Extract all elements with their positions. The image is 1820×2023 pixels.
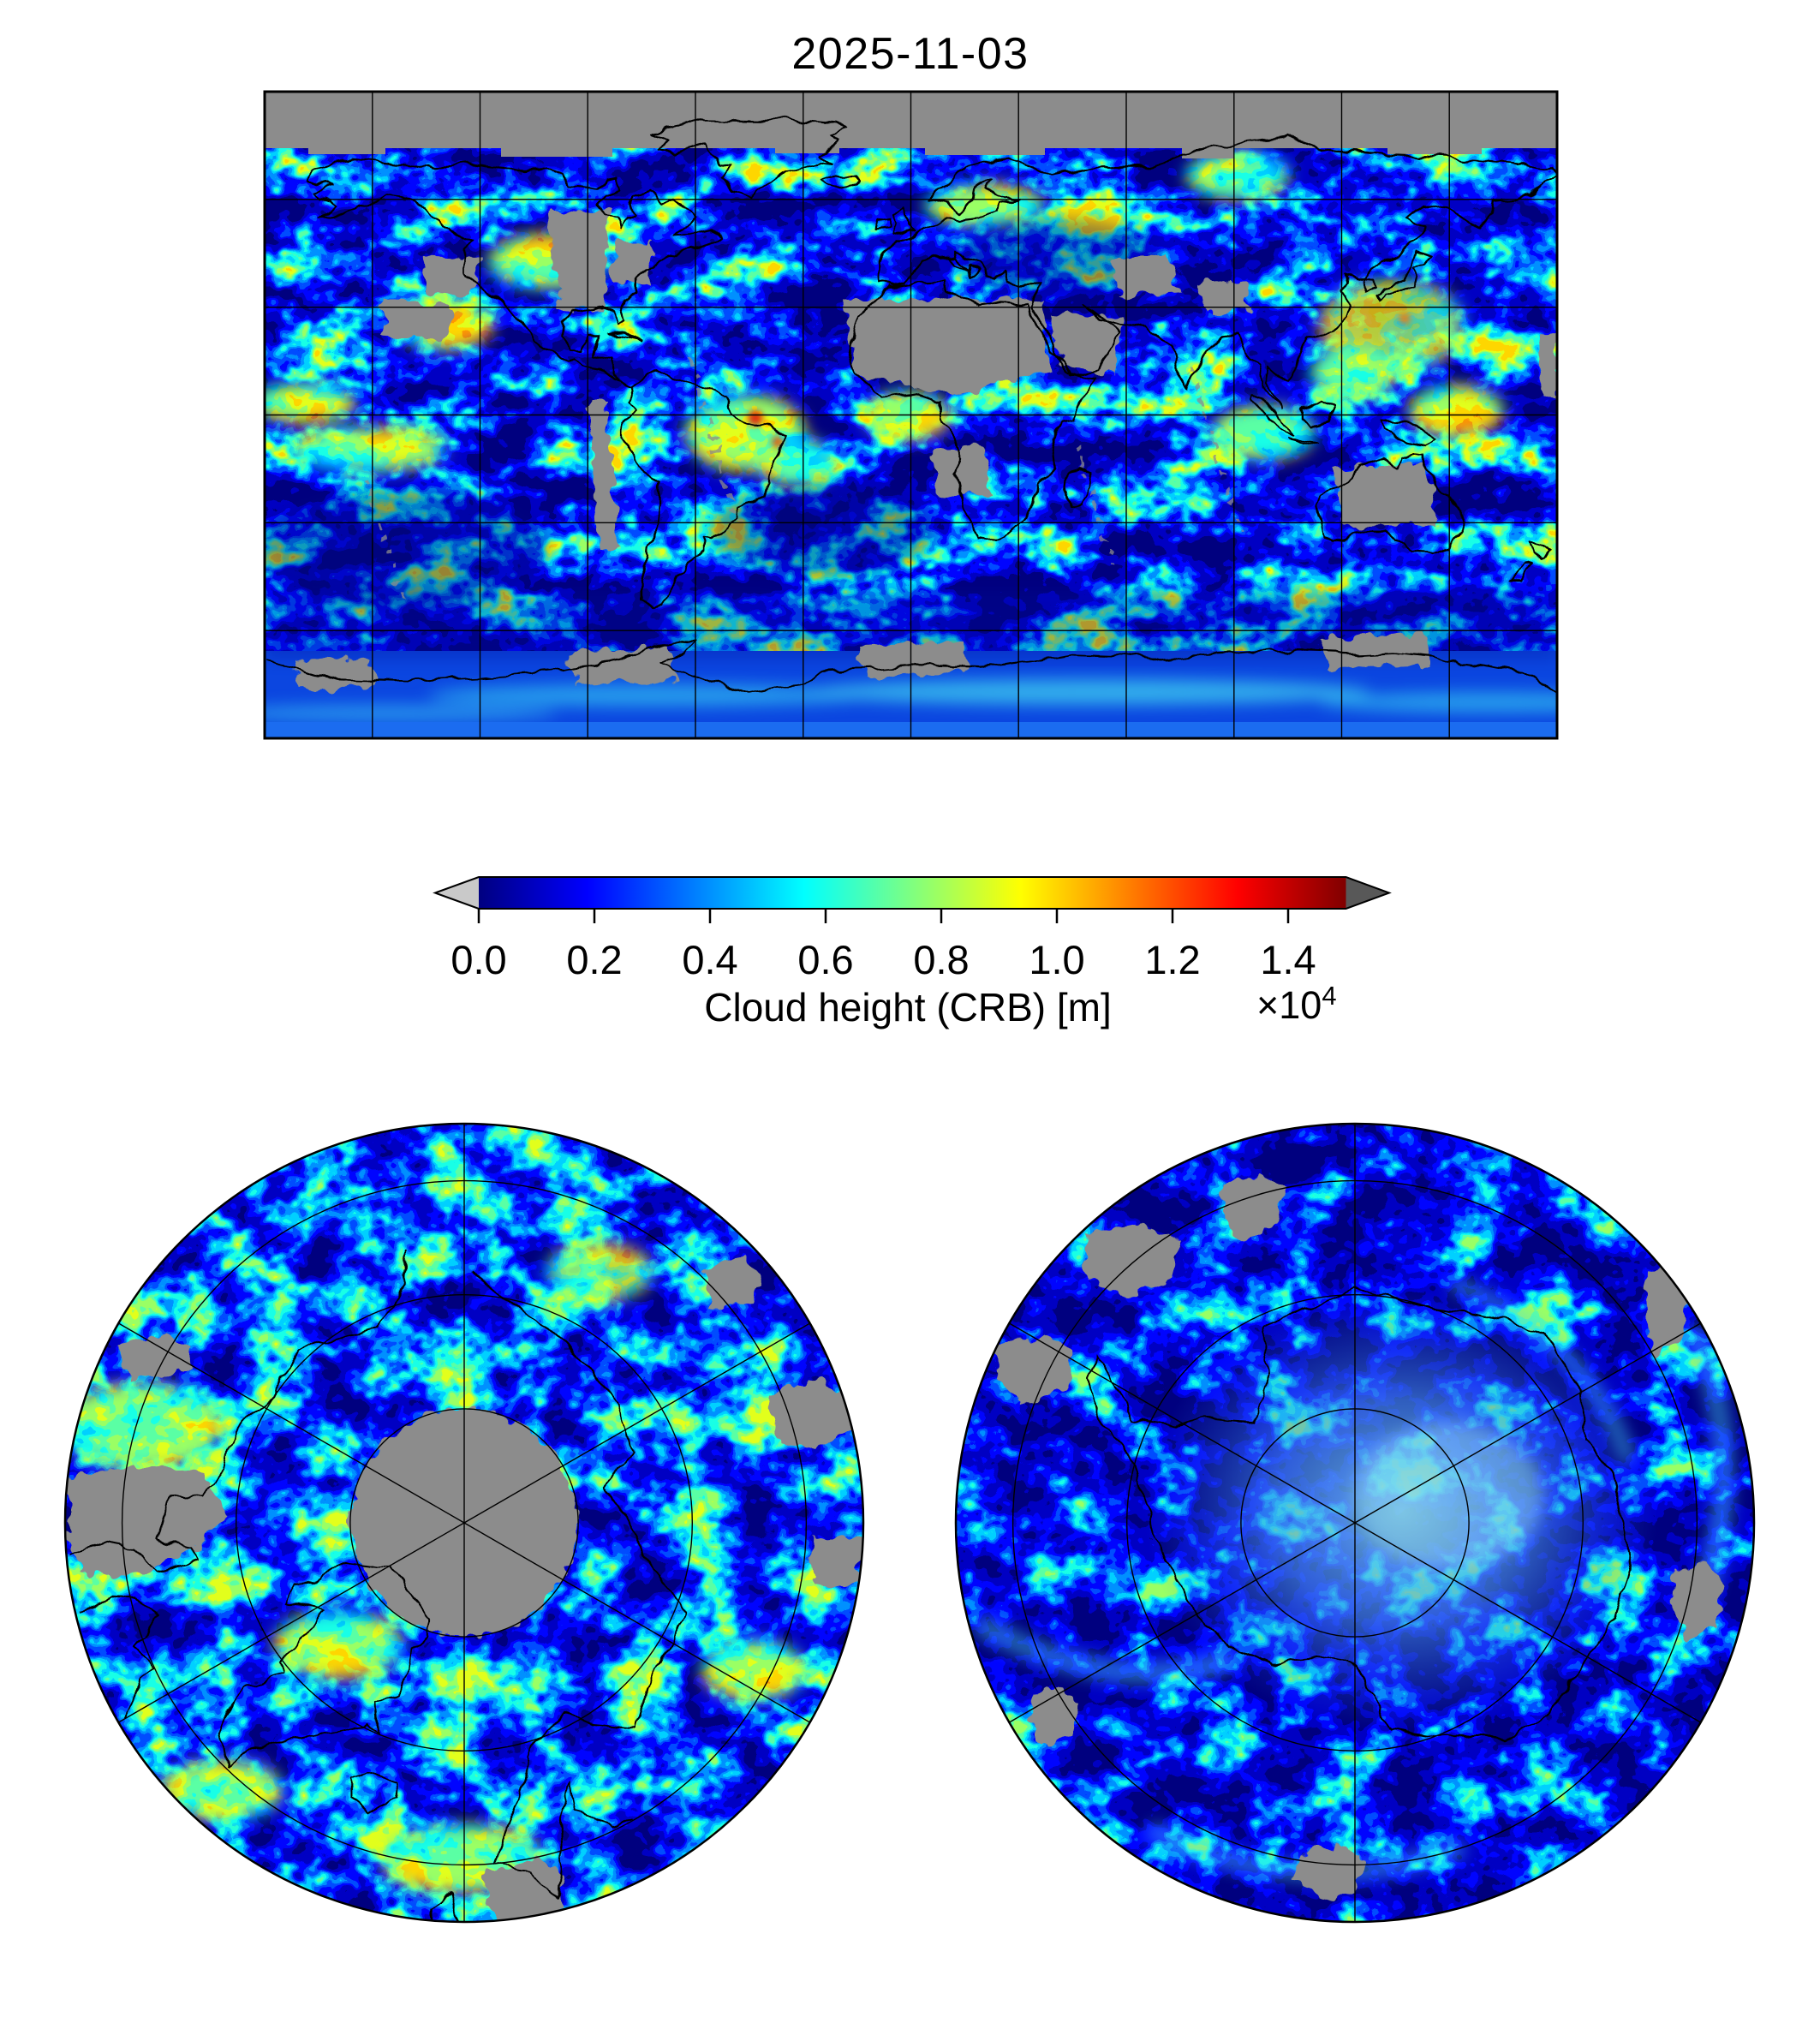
svg-text:1.2: 1.2 bbox=[1144, 937, 1200, 982]
svg-text:Cloud height (CRB) [m]: Cloud height (CRB) [m] bbox=[704, 985, 1112, 1029]
svg-text:0.2: 0.2 bbox=[566, 937, 622, 982]
svg-text:2025-11-03: 2025-11-03 bbox=[791, 29, 1029, 79]
svg-text:0.8: 0.8 bbox=[913, 937, 969, 982]
svg-text:×104: ×104 bbox=[1256, 981, 1337, 1027]
svg-text:0.6: 0.6 bbox=[797, 937, 853, 982]
svg-text:0.0: 0.0 bbox=[451, 937, 506, 982]
svg-text:1.0: 1.0 bbox=[1029, 937, 1084, 982]
svg-text:1.4: 1.4 bbox=[1260, 937, 1316, 982]
svg-text:0.4: 0.4 bbox=[682, 937, 737, 982]
